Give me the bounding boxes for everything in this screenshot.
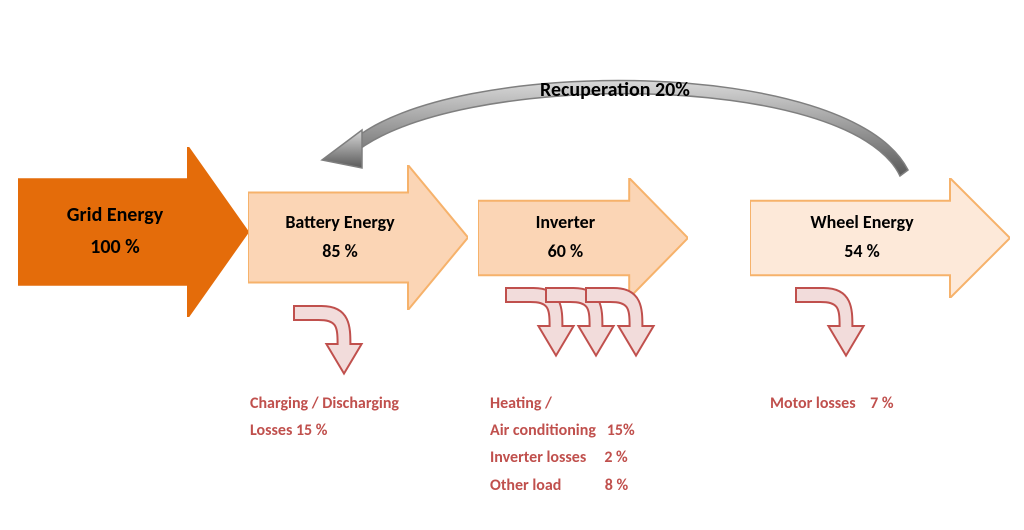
loss-line: Losses 15 % bbox=[250, 417, 399, 444]
loss-battery-text: Charging / DischargingLosses 15 % bbox=[250, 390, 399, 444]
stage-title: Grid Energy bbox=[0, 202, 230, 228]
loss-line: Charging / Discharging bbox=[250, 390, 399, 417]
stage-pct: 100 % bbox=[0, 234, 230, 260]
stage-title: Wheel Energy bbox=[732, 211, 992, 234]
loss-line: Inverter losses 2 % bbox=[490, 444, 635, 471]
loss-battery-arrow-1 bbox=[288, 300, 368, 380]
loss-line: Other load 8 % bbox=[490, 472, 635, 499]
stage-inverter: Inverter 60 % bbox=[478, 178, 688, 298]
stage-pct: 60 % bbox=[460, 240, 670, 263]
loss-inverter-arrow-3 bbox=[580, 282, 660, 362]
stage-title: Inverter bbox=[460, 211, 670, 234]
recuperation-label: Recuperation 20% bbox=[540, 78, 690, 102]
loss-inverter-text: Heating /Air conditioning 15%Inverter lo… bbox=[490, 390, 635, 499]
loss-wheel-arrow-1 bbox=[790, 282, 870, 362]
stage-pct: 54 % bbox=[732, 240, 992, 263]
stage-battery: Battery Energy 85 % bbox=[248, 165, 468, 310]
loss-line: Motor losses 7 % bbox=[770, 390, 893, 417]
loss-line: Heating / bbox=[490, 390, 635, 417]
stage-wheel: Wheel Energy 54 % bbox=[750, 178, 1010, 298]
stage-pct: 85 % bbox=[230, 240, 450, 263]
stage-title: Battery Energy bbox=[230, 211, 450, 234]
loss-wheel-text: Motor losses 7 % bbox=[770, 390, 893, 417]
stage-grid: Grid Energy 100 % bbox=[18, 147, 248, 317]
loss-line: Air conditioning 15% bbox=[490, 417, 635, 444]
energy-flow-diagram: Recuperation 20% Grid Energy 100 % bbox=[0, 0, 1024, 530]
